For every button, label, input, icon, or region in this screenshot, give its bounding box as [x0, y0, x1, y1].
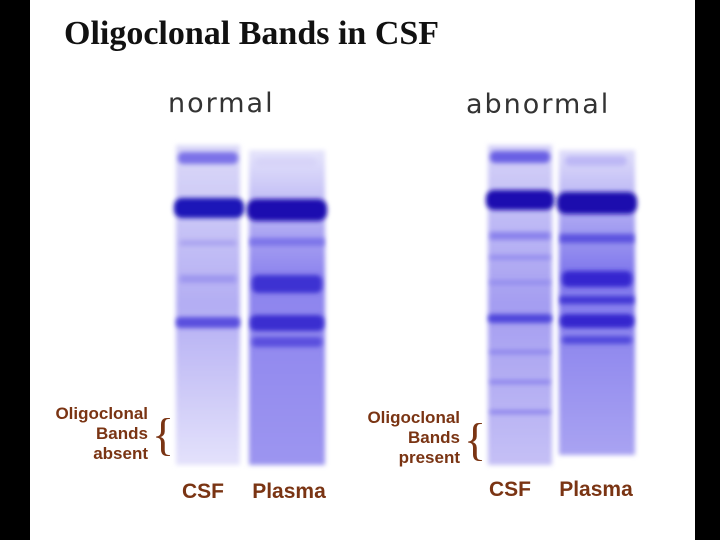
gel-abnormal: [486, 145, 637, 465]
lane-label: CSF: [489, 478, 531, 501]
lane-body: [249, 150, 325, 465]
lane-label: CSF: [182, 480, 224, 503]
lane-label: Plasma: [559, 478, 633, 501]
panel-label: abnormal: [466, 89, 610, 120]
bands: [174, 152, 327, 347]
annotation-line: Oligoclonal: [367, 408, 460, 427]
annotation-line: Bands: [408, 428, 460, 447]
annotation-line: Bands: [96, 424, 148, 443]
brace: {: [464, 414, 486, 465]
gel-normal: [174, 145, 327, 465]
slide-title: Oligoclonal Bands in CSF: [64, 15, 439, 52]
bands: [486, 151, 637, 414]
lane-body: [176, 145, 240, 465]
annotation-line: absent: [93, 444, 148, 463]
annotation-line: Oligoclonal: [55, 404, 148, 423]
lane-label: Plasma: [252, 480, 326, 503]
brace: {: [152, 409, 174, 460]
panel-label: normal: [168, 88, 275, 119]
annotation-line: present: [399, 448, 461, 467]
